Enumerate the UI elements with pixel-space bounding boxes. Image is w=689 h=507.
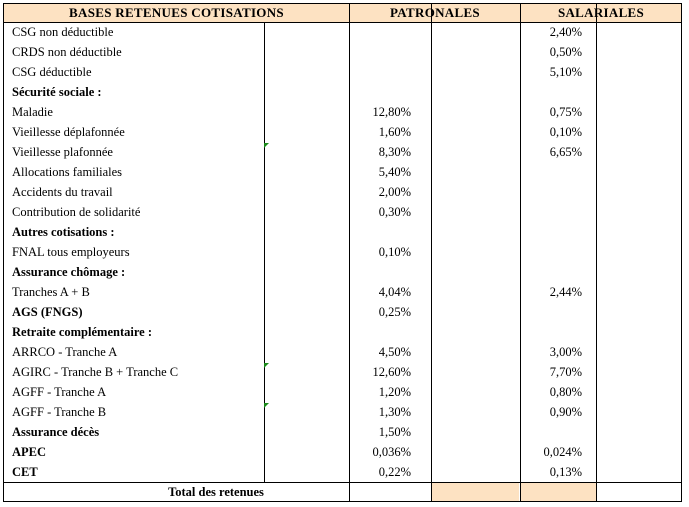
row-patronal-rate: 12,80% <box>372 105 411 119</box>
row-salarial-rate: 6,65% <box>549 145 582 159</box>
row-patronal-rate: 4,04% <box>378 285 411 299</box>
rule-left <box>3 3 4 502</box>
row-label: Assurance chômage : <box>12 265 126 279</box>
row-label: ARRCO - Tranche A <box>12 345 118 359</box>
row-salarial-rate <box>520 162 582 182</box>
row-label: Maladie <box>12 105 53 119</box>
row-label: AGIRC - Tranche B + Tranche C <box>12 365 179 379</box>
header-band <box>4 4 681 22</box>
row-salarial-rate: 3,00% <box>549 345 582 359</box>
row-salarial-rate: 5,10% <box>549 65 582 79</box>
comment-marker-3 <box>264 403 269 408</box>
row-label: Vieillesse déplafonnée <box>12 125 125 139</box>
row-salarial-rate: 7,70% <box>549 365 582 379</box>
rule-col-b <box>349 3 350 502</box>
row-label: Assurance décès <box>12 425 100 439</box>
rule-footer <box>3 482 682 483</box>
header-bases: BASES RETENUES COTISATIONS <box>69 5 284 20</box>
row-salarial-rate: 0,10% <box>549 125 582 139</box>
total-label: Total des retenues <box>168 485 264 499</box>
comment-marker-2 <box>264 363 269 368</box>
row-patronal-rate: 12,60% <box>372 365 411 379</box>
row-salarial-rate: 0,50% <box>549 45 582 59</box>
row-patronal-rate: 2,00% <box>378 185 411 199</box>
row-label: Retraite complémentaire : <box>12 325 152 339</box>
row-patronal-rate: 0,22% <box>378 465 411 479</box>
row-label: Tranches A + B <box>12 285 90 299</box>
row-salarial-rate <box>520 262 582 282</box>
row-salarial-rate <box>520 422 582 442</box>
row-patronal-rate <box>350 82 411 102</box>
header-salariales: SALARIALES <box>557 5 645 20</box>
row-label: AGFF - Tranche A <box>12 385 107 399</box>
row-label: AGS (FNGS) <box>12 305 83 319</box>
row-salarial-rate: 0,90% <box>549 405 582 419</box>
rule-top <box>3 3 682 4</box>
row-patronal-rate: 0,10% <box>378 245 411 259</box>
row-salarial-rate <box>520 322 582 342</box>
row-salarial-rate: 0,75% <box>549 105 582 119</box>
row-label: CSG déductible <box>12 65 92 79</box>
row-patronal-rate: 0,25% <box>378 305 411 319</box>
row-label: FNAL tous employeurs <box>12 245 130 259</box>
row-patronal-rate <box>350 222 411 242</box>
row-patronal-rate: 4,50% <box>378 345 411 359</box>
row-label: Autres cotisations : <box>12 225 115 239</box>
row-salarial-rate: 2,44% <box>549 285 582 299</box>
rule-col-a <box>264 22 265 482</box>
rule-col-e <box>596 3 597 502</box>
row-label: CRDS non déductible <box>12 45 122 59</box>
rule-col-c <box>431 3 432 502</box>
footer-band-salarial <box>521 483 596 501</box>
row-label: AGFF - Tranche B <box>12 405 107 419</box>
row-label: CET <box>12 465 38 479</box>
row-patronal-rate <box>350 22 411 42</box>
footer-band-patronal <box>432 483 519 501</box>
row-label: Vieillesse plafonnée <box>12 145 113 159</box>
row-patronal-rate <box>350 62 411 82</box>
row-patronal-rate: 8,30% <box>378 145 411 159</box>
rule-right <box>681 3 682 502</box>
row-patronal-rate: 5,40% <box>378 165 411 179</box>
row-salarial-rate: 2,40% <box>549 25 582 39</box>
row-patronal-rate: 0,30% <box>378 205 411 219</box>
rule-col-d <box>520 3 521 502</box>
row-salarial-rate: 0,13% <box>549 465 582 479</box>
row-salarial-rate <box>520 182 582 202</box>
row-salarial-rate <box>520 302 582 322</box>
row-patronal-rate: 1,60% <box>378 125 411 139</box>
row-patronal-rate <box>350 262 411 282</box>
row-salarial-rate: 0,80% <box>549 385 582 399</box>
row-patronal-rate: 1,30% <box>378 405 411 419</box>
comment-marker-1 <box>264 143 269 148</box>
rule-bottom <box>3 501 682 502</box>
row-salarial-rate: 0,024% <box>543 445 582 459</box>
row-patronal-rate <box>350 322 411 342</box>
row-patronal-rate: 1,20% <box>378 385 411 399</box>
row-patronal-rate: 1,50% <box>378 425 411 439</box>
row-label: APEC <box>12 445 47 459</box>
row-label: Contribution de solidarité <box>12 205 141 219</box>
row-salarial-rate <box>520 202 582 222</box>
row-salarial-rate <box>520 82 582 102</box>
row-patronal-rate <box>350 42 411 62</box>
row-salarial-rate <box>520 222 582 242</box>
row-label: Accidents du travail <box>12 185 113 199</box>
row-salarial-rate <box>520 242 582 262</box>
header-patronales: PATRONALES <box>390 5 480 20</box>
row-label: Allocations familiales <box>12 165 123 179</box>
rule-header <box>3 22 682 23</box>
row-patronal-rate: 0,036% <box>372 445 411 459</box>
row-label: Sécurité sociale : <box>12 85 102 99</box>
row-label: CSG non déductible <box>12 25 114 39</box>
